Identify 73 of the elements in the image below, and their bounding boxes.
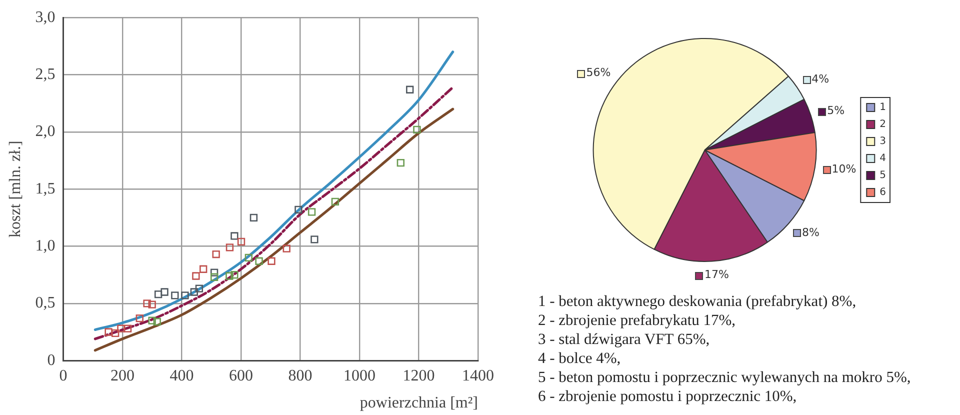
- point: [413, 126, 421, 134]
- x-tick-label: 600: [228, 367, 253, 384]
- y-tick-label: 2,5: [35, 66, 56, 83]
- point: [244, 254, 253, 262]
- point: [136, 314, 144, 322]
- point: [148, 300, 156, 308]
- point: [153, 318, 161, 326]
- point: [255, 257, 263, 265]
- point: [282, 244, 290, 252]
- text: 6 - zbrojenie pomostu i poprzecznic 10%,: [538, 387, 798, 406]
- point: [308, 208, 316, 216]
- y-tick-label: 0: [47, 352, 56, 369]
- legend-label: 1: [880, 102, 886, 114]
- data-label: 4%: [812, 72, 830, 86]
- point: [250, 214, 258, 222]
- point: [104, 328, 112, 336]
- point: [117, 324, 125, 332]
- data-label: 10%: [832, 162, 856, 176]
- point: [226, 272, 234, 280]
- legend-label: 3: [880, 136, 886, 148]
- text: 4 - bolce 4%,: [538, 349, 622, 368]
- text: 5 - beton pomostu i poprzecznic wylewanych na mokro 5%,: [538, 368, 911, 387]
- x-tick-label: 400: [170, 367, 194, 384]
- text: 3 - stal dźwigara VFT 65%,: [538, 330, 711, 349]
- point: [143, 300, 151, 308]
- y-tick-label: 2,0: [35, 123, 56, 140]
- point: [181, 292, 189, 300]
- point: [112, 329, 120, 337]
- point: [190, 288, 198, 296]
- point: [192, 272, 200, 280]
- data-label: 8%: [802, 226, 820, 239]
- point: [226, 244, 234, 252]
- legend-label: 5: [880, 170, 886, 182]
- point: [124, 324, 132, 332]
- point: [195, 284, 204, 292]
- point: [171, 292, 179, 300]
- y-tick-label: 0,5: [35, 294, 56, 312]
- point: [148, 316, 156, 324]
- x-tick-label: 1200: [402, 367, 435, 384]
- x-tick-label: 200: [110, 367, 134, 384]
- point: [230, 232, 238, 240]
- x-axis-title: powierzchnia [m²]: [360, 394, 478, 412]
- line-series: [94, 50, 454, 332]
- point: [210, 268, 218, 276]
- y-tick-label: 3,0: [35, 8, 56, 26]
- x-tick-label: 1400: [462, 367, 494, 384]
- data-label: 5%: [827, 104, 845, 118]
- text: 1 - beton aktywnego deskowania (prefabrykat) 8%,: [538, 292, 858, 311]
- y-axis-title: koszt [mln. zł.]: [6, 140, 24, 238]
- point: [160, 288, 168, 296]
- y-tick-label: 1,5: [35, 180, 56, 198]
- data-label: 17%: [704, 268, 729, 282]
- point: [294, 206, 302, 214]
- point: [406, 86, 414, 94]
- point: [154, 290, 162, 298]
- point: [230, 271, 238, 279]
- x-tick-label: 0: [59, 367, 68, 384]
- point: [210, 273, 218, 281]
- point: [268, 257, 276, 265]
- text: 2 - zbrojenie prefabrykatu 17%,: [538, 311, 737, 330]
- point: [237, 238, 246, 246]
- point: [310, 236, 318, 244]
- legend-label: 4: [880, 153, 886, 164]
- x-tick-label: 800: [288, 367, 312, 384]
- point: [396, 158, 404, 167]
- legend-label: 2: [880, 119, 886, 130]
- point: [200, 265, 208, 273]
- point: [212, 250, 220, 258]
- y-tick-label: 1,0: [35, 237, 56, 254]
- data-label: 56%: [586, 66, 611, 79]
- point: [331, 198, 340, 206]
- legend-label: 6: [880, 187, 886, 198]
- x-tick-label: 1000: [343, 367, 376, 384]
